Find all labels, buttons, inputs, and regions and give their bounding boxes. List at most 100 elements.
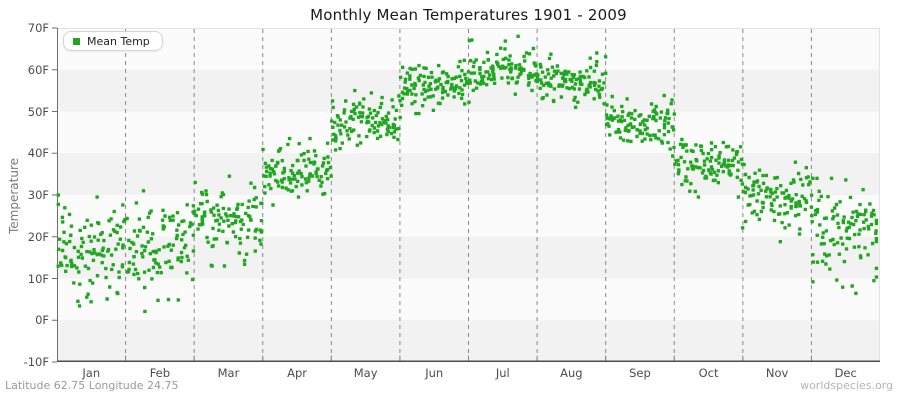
data-point <box>214 237 219 241</box>
data-point <box>546 68 550 72</box>
data-point <box>761 205 765 210</box>
data-point <box>717 161 721 165</box>
data-point <box>338 146 342 151</box>
data-point <box>160 218 165 222</box>
data-point <box>431 94 435 98</box>
data-point <box>389 131 394 136</box>
data-point <box>847 225 851 229</box>
data-point <box>626 129 631 133</box>
data-point <box>671 128 676 132</box>
data-point <box>385 132 389 137</box>
data-point <box>874 239 879 244</box>
data-point <box>824 216 828 220</box>
data-point <box>227 174 232 178</box>
data-point <box>507 63 511 67</box>
data-point <box>149 209 153 213</box>
data-point <box>359 141 363 145</box>
data-point <box>64 242 69 246</box>
data-point <box>641 120 645 124</box>
data-point <box>792 180 796 184</box>
data-point <box>126 269 131 274</box>
data-point <box>352 128 356 132</box>
data-point <box>478 72 482 76</box>
data-point <box>817 198 821 202</box>
data-point <box>709 172 713 176</box>
data-point <box>666 129 671 134</box>
data-point <box>844 247 849 251</box>
data-point <box>685 149 689 153</box>
data-point <box>242 262 247 266</box>
data-point <box>299 153 304 157</box>
data-point <box>102 254 106 258</box>
data-point <box>143 245 148 249</box>
data-point <box>361 111 365 115</box>
data-point <box>811 280 815 284</box>
data-point <box>743 190 748 195</box>
data-point <box>632 125 636 129</box>
data-point <box>104 275 108 280</box>
data-point <box>595 51 599 55</box>
data-point <box>857 245 861 249</box>
data-point <box>454 84 459 88</box>
data-point <box>117 275 121 280</box>
data-point <box>280 180 284 184</box>
data-point <box>190 277 195 282</box>
data-point <box>222 264 227 268</box>
data-point <box>437 63 441 68</box>
data-point <box>296 195 301 199</box>
data-point <box>237 251 241 255</box>
data-point <box>727 169 731 173</box>
data-point <box>348 126 352 131</box>
data-point <box>319 184 323 188</box>
data-point <box>770 203 774 208</box>
data-point <box>830 209 835 213</box>
data-point <box>180 238 184 242</box>
data-point <box>653 110 658 115</box>
data-point <box>773 190 777 194</box>
data-point <box>397 94 401 98</box>
data-point <box>221 229 225 233</box>
data-point <box>446 93 450 97</box>
legend-label: Mean Temp <box>87 34 150 48</box>
data-point <box>468 81 472 85</box>
data-point <box>108 285 112 289</box>
data-point <box>375 129 380 133</box>
data-point <box>595 60 599 64</box>
data-point <box>794 193 798 197</box>
data-point <box>729 172 733 176</box>
data-point <box>488 73 492 77</box>
data-point <box>516 75 520 79</box>
data-point <box>824 254 829 258</box>
data-point <box>657 137 661 141</box>
data-point <box>540 70 545 74</box>
data-point <box>561 76 565 80</box>
data-point <box>240 218 244 222</box>
data-point <box>342 111 346 115</box>
data-point <box>412 86 416 91</box>
data-point <box>623 128 627 133</box>
data-point <box>588 56 592 60</box>
data-point <box>108 233 113 237</box>
data-point <box>159 271 163 275</box>
data-point <box>684 175 688 179</box>
data-point <box>110 267 114 272</box>
footer-coordinates: Latitude 62.75 Longitude 24.75 <box>5 379 179 392</box>
data-point <box>690 164 695 168</box>
data-point <box>600 72 605 76</box>
data-point <box>354 105 359 109</box>
data-point <box>402 92 406 96</box>
data-point <box>76 255 81 259</box>
data-point <box>815 210 820 214</box>
data-point <box>764 195 769 199</box>
data-point <box>803 207 807 212</box>
data-point <box>715 173 719 177</box>
data-point <box>242 258 247 263</box>
data-point <box>549 52 553 56</box>
data-point <box>842 259 847 264</box>
data-point <box>869 222 874 227</box>
data-point <box>440 90 445 95</box>
x-tick-label: Jul <box>495 366 510 380</box>
data-point <box>128 246 132 251</box>
data-point <box>662 126 667 130</box>
data-point <box>832 242 836 247</box>
